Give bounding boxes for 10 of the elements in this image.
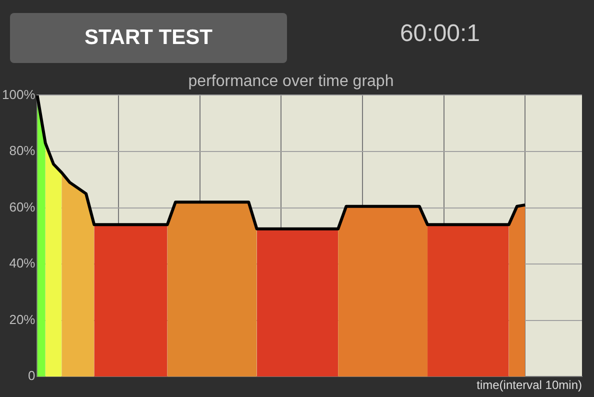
- chart-title: performance over time graph: [188, 73, 394, 90]
- y-tick-label: 40%: [9, 256, 36, 271]
- text: START TEST: [10, 13, 287, 63]
- y-tick-label: 0: [28, 368, 36, 384]
- y-tick-label: 100%: [2, 86, 36, 102]
- y-tick-label: 60%: [9, 199, 36, 214]
- y-tick-label: 80%: [9, 143, 36, 158]
- x-axis-title: time(interval 10min): [476, 378, 582, 392]
- text: 60:00:1: [398, 20, 482, 48]
- y-tick-label: 20%: [9, 312, 36, 327]
